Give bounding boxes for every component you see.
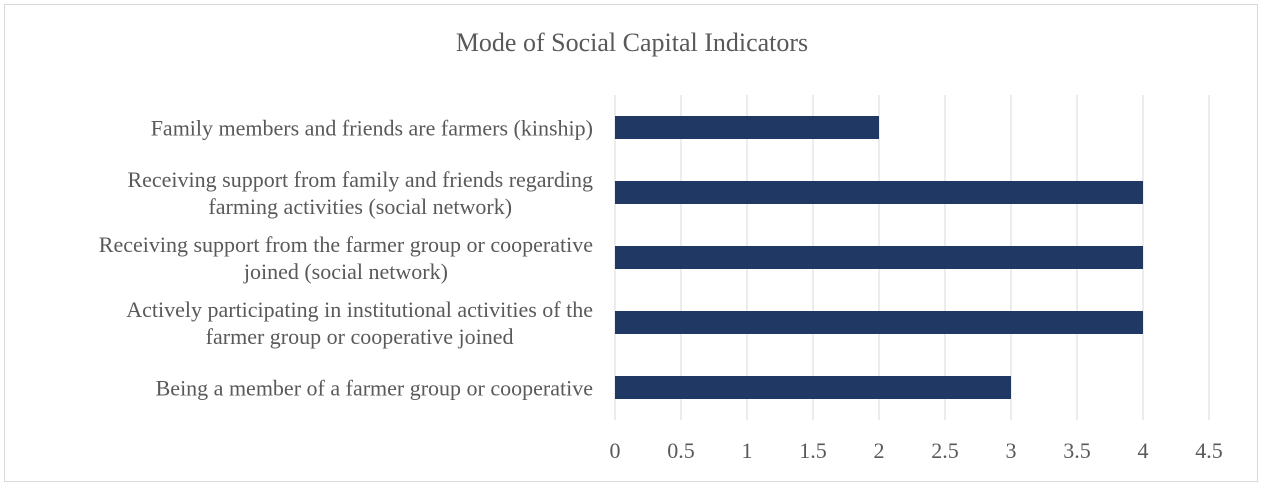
category-label: Receiving support from the farmer group …	[99, 232, 593, 257]
bar	[615, 181, 1143, 204]
x-tick-label: 0	[610, 438, 621, 463]
category-label: farmer group or cooperative joined	[206, 324, 514, 349]
x-tick-label: 2.5	[931, 438, 959, 463]
bar	[615, 311, 1143, 334]
x-tick-label: 1.5	[799, 438, 827, 463]
category-label: farming activities (social network)	[208, 194, 512, 219]
category-label: Family members and friends are farmers (…	[151, 116, 593, 141]
category-label: joined (social network)	[243, 259, 448, 284]
x-tick-label: 0.5	[667, 438, 695, 463]
category-label: Actively participating in institutional …	[126, 297, 593, 322]
x-tick-label: 2	[874, 438, 885, 463]
bar	[615, 376, 1011, 399]
x-tick-label: 4	[1138, 438, 1149, 463]
bar	[615, 246, 1143, 269]
bar	[615, 116, 879, 139]
chart-title: Mode of Social Capital Indicators	[455, 28, 809, 57]
x-tick-label: 3	[1006, 438, 1017, 463]
x-tick-label: 1	[742, 438, 753, 463]
x-tick-label: 3.5	[1063, 438, 1091, 463]
x-tick-label: 4.5	[1195, 438, 1223, 463]
category-label: Receiving support from family and friend…	[127, 167, 593, 192]
chart-frame	[4, 4, 1258, 482]
category-label: Being a member of a farmer group or coop…	[156, 376, 593, 401]
